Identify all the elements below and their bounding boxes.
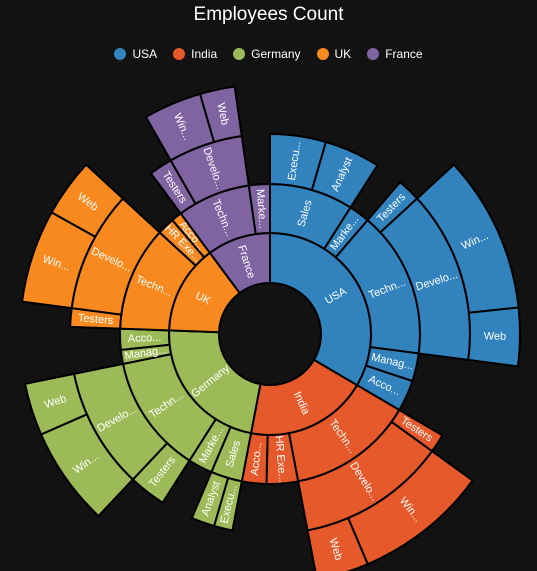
segment-india-technical-development-web[interactable] bbox=[306, 516, 370, 571]
legend-marker-uk bbox=[316, 48, 329, 60]
segment-usa-technical-development-web[interactable] bbox=[467, 306, 521, 368]
legend-item-germany[interactable]: Germany bbox=[233, 47, 301, 61]
legend-item-india[interactable]: India bbox=[173, 47, 217, 61]
legend-label-germany: Germany bbox=[251, 47, 301, 61]
segment-uk-technical-development-web[interactable] bbox=[50, 163, 125, 239]
segment-label-india-hr-executives: HR Exe... bbox=[272, 435, 288, 483]
segment-label-india-accounts: Acco... bbox=[249, 441, 264, 476]
legend-item-usa[interactable]: USA bbox=[114, 47, 157, 61]
legend-label-france: France bbox=[385, 47, 423, 61]
legend-item-france[interactable]: France bbox=[367, 47, 423, 61]
legend-label-uk: UK bbox=[334, 47, 352, 61]
chart-title: Employees Count bbox=[193, 4, 344, 25]
legend-marker-usa bbox=[114, 48, 127, 60]
segment-france-marketing[interactable] bbox=[247, 182, 271, 236]
legend-label-usa: USA bbox=[132, 47, 158, 61]
legend-marker-india bbox=[173, 48, 186, 60]
legend-marker-germany bbox=[233, 48, 246, 60]
legend: USA India Germany UK France bbox=[0, 47, 537, 61]
segment-label-france-marketing: Marke... bbox=[254, 189, 269, 229]
segment-label-usa-sales-executive: Execu... bbox=[286, 140, 303, 181]
segment-label-germany-accounts: Acco... bbox=[128, 332, 162, 345]
segment-label-france-technical-development-web: Web bbox=[214, 102, 230, 126]
segment-france-technical-development-web[interactable] bbox=[198, 85, 243, 144]
legend-label-india: India bbox=[191, 47, 218, 61]
segment-label-uk-technical-testers: Testers bbox=[77, 312, 114, 327]
segment-germany-technical-development-web[interactable] bbox=[23, 372, 89, 436]
legend-item-uk[interactable]: UK bbox=[316, 47, 352, 61]
segment-label-usa-technical-development-web: Web bbox=[484, 331, 507, 343]
legend-marker-france bbox=[367, 48, 380, 60]
